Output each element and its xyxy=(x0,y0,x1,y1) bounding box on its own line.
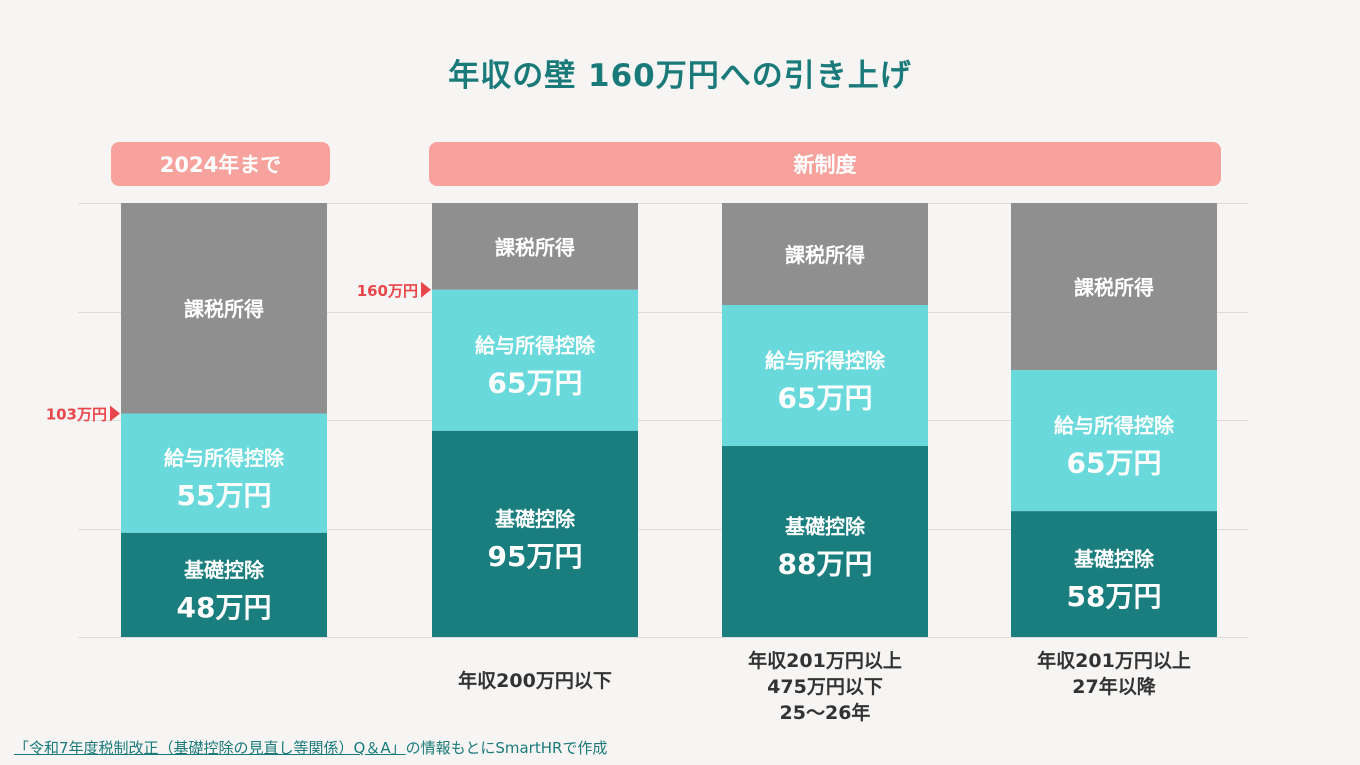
kiso-label: 基礎控除 xyxy=(495,507,576,531)
source-link[interactable]: 「令和7年度税制改正（基礎控除の見直し等関係）Q＆A」 xyxy=(14,739,406,757)
group-header-new-system: 新制度 xyxy=(429,142,1221,186)
kyuyo-label: 給与所得控除 xyxy=(765,349,886,373)
marker-label: 103万円 xyxy=(46,405,107,423)
kiso-value: 88万円 xyxy=(778,548,873,581)
kiso-label: 基礎控除 xyxy=(184,558,265,582)
category-label: 年収200万円以下 xyxy=(458,670,612,692)
kiso-label: 基礎控除 xyxy=(1074,547,1155,571)
kyuyo-value: 65万円 xyxy=(488,366,583,399)
bar-segment-kyuyo xyxy=(121,413,327,533)
category-label: 年収201万円以上 27年以降 xyxy=(1037,650,1191,698)
bar-segment-kiso xyxy=(121,532,327,637)
bar-segment-kiso xyxy=(722,446,928,637)
kiso-label: 基礎控除 xyxy=(785,515,866,539)
kiso-value: 95万円 xyxy=(488,540,583,573)
bar-segment-kazei xyxy=(121,203,327,414)
kyuyo-value: 65万円 xyxy=(1067,447,1162,480)
marker-arrow xyxy=(110,405,120,422)
bar-segment-kiso xyxy=(1011,511,1217,637)
kazei-label: 課税所得 xyxy=(495,235,575,259)
kiso-value: 48万円 xyxy=(177,591,272,624)
category-label: 年収201万円以上 475万円以下 25〜26年 xyxy=(748,650,902,724)
kiso-value: 58万円 xyxy=(1067,580,1162,613)
bar-segment-kazei xyxy=(722,203,928,305)
chart-title: 年収の壁 160万円への引き上げ xyxy=(448,58,912,94)
kazei-label: 課税所得 xyxy=(1074,276,1154,300)
source-note: の情報もとにSmartHRで作成 xyxy=(405,739,608,757)
source-footer: 「令和7年度税制改正（基礎控除の見直し等関係）Q＆A」の情報もとにSmartHR… xyxy=(14,737,607,758)
bar-segment-kazei xyxy=(432,203,638,290)
bar-segment-kazei xyxy=(1011,203,1217,371)
kyuyo-label: 給与所得控除 xyxy=(164,446,285,470)
marker-arrow xyxy=(421,281,431,298)
kyuyo-label: 給与所得控除 xyxy=(1054,414,1175,438)
group-header-2024: 2024年まで xyxy=(111,142,330,186)
kyuyo-value: 55万円 xyxy=(177,479,272,512)
kazei-label: 課税所得 xyxy=(785,243,865,267)
marker-label: 160万円 xyxy=(357,282,418,300)
kyuyo-label: 給与所得控除 xyxy=(475,333,596,357)
bar-segment-kyuyo xyxy=(722,304,928,447)
bar-segment-kyuyo xyxy=(432,289,638,431)
bar-segment-kiso xyxy=(432,430,638,637)
kazei-label: 課税所得 xyxy=(184,297,264,321)
kyuyo-value: 65万円 xyxy=(778,382,873,415)
bar-segment-kyuyo xyxy=(1011,370,1217,512)
